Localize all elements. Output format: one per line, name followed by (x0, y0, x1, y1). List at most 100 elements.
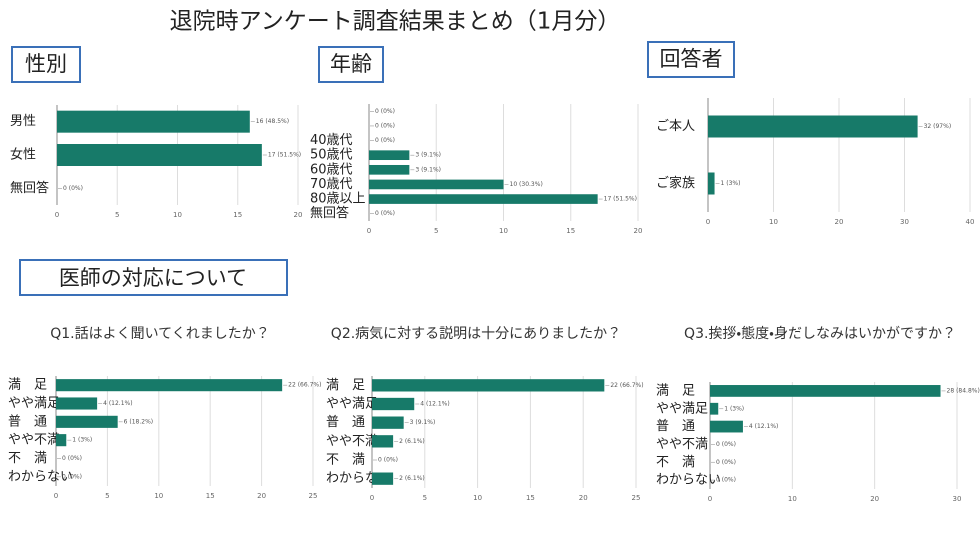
x-tick-label: 5 (115, 211, 119, 219)
category-label: やや満足 (8, 396, 60, 411)
value-label: 4 (12.1%) (103, 400, 132, 407)
bar (56, 415, 118, 428)
value-label: 3 (9.1%) (410, 419, 436, 426)
x-tick-label: 5 (434, 227, 438, 235)
value-label: 4 (12.1%) (749, 423, 778, 430)
x-tick-label: 10 (769, 218, 778, 226)
value-label: 2 (6.1%) (399, 475, 425, 482)
bar (372, 397, 415, 411)
bar (369, 179, 504, 190)
bar (710, 420, 743, 433)
chart-title: 回答者 (660, 47, 723, 71)
value-label: 10 (30.3%) (510, 181, 543, 188)
section-box (19, 259, 288, 296)
x-tick-label: 15 (526, 494, 535, 502)
category-label: 50歳代 (310, 148, 353, 163)
x-tick-label: 10 (154, 492, 163, 500)
x-tick-label: 10 (173, 211, 182, 219)
value-label: 0 (0%) (375, 108, 395, 115)
bar (710, 385, 941, 397)
bar (369, 150, 410, 161)
x-tick-label: 20 (835, 218, 844, 226)
value-label: 1 (3%) (721, 180, 741, 187)
x-tick-label: 25 (632, 494, 641, 502)
category-label: 不 満 (656, 455, 695, 470)
value-label: 3 (9.1%) (415, 166, 441, 173)
category-label: 80歳以上 (310, 192, 366, 207)
value-label: 16 (48.5%) (256, 118, 289, 125)
category-label: 普 通 (656, 419, 695, 434)
bar (57, 144, 262, 166)
value-label: 0 (0%) (375, 210, 395, 217)
bar (372, 435, 394, 448)
value-label: 4 (12.1%) (420, 401, 449, 408)
x-tick-label: 30 (953, 495, 962, 503)
x-tick-label: 20 (294, 211, 303, 219)
title-box (318, 46, 384, 83)
value-label: 0 (0%) (716, 459, 736, 466)
bar (372, 472, 394, 485)
bar (369, 194, 598, 204)
x-tick-label: 20 (634, 227, 643, 235)
category-label: 無回答 (10, 180, 49, 196)
category-label: やや不満 (8, 433, 60, 448)
x-tick-label: 0 (708, 495, 712, 503)
value-label: 0 (0%) (63, 185, 83, 192)
section-title: 医師の対応について (59, 266, 247, 290)
category-label: 無回答 (310, 205, 349, 221)
category-label: やや満足 (326, 397, 378, 412)
x-tick-label: 5 (105, 492, 109, 500)
value-label: 0 (0%) (716, 441, 736, 448)
value-label: 0 (0%) (378, 457, 398, 464)
category-label: 男性 (10, 114, 36, 129)
chart-title: 性別 (25, 52, 67, 76)
x-tick-label: 20 (579, 494, 588, 502)
value-label: 28 (84.8%) (947, 387, 980, 394)
x-tick-label: 0 (367, 227, 371, 235)
chart-title: Q3.挨拶・態度・身だしなみはいかがですか？ (684, 326, 956, 342)
category-label: やや不満 (326, 434, 378, 449)
bar (56, 434, 67, 447)
x-tick-label: 20 (870, 495, 879, 503)
value-label: 32 (97%) (924, 123, 952, 130)
x-tick-label: 5 (423, 494, 427, 502)
category-label: わからない (656, 473, 721, 488)
value-label: 3 (9.1%) (415, 152, 441, 159)
bar (710, 402, 719, 415)
bar (708, 172, 715, 195)
chart-title: Q1.話はよく聞いてくれましたか？ (50, 326, 270, 342)
bar (56, 397, 98, 410)
value-label: 0 (0%) (62, 455, 82, 462)
value-label: 17 (51.5%) (604, 196, 637, 203)
category-label: やや満足 (656, 401, 708, 416)
value-label: 22 (66.7%) (610, 382, 643, 389)
bar (372, 416, 404, 429)
category-label: 不 満 (8, 451, 47, 466)
value-label: 0 (0%) (716, 477, 736, 484)
x-tick-label: 10 (499, 227, 508, 235)
title-box (11, 46, 81, 83)
slide-title: 退院時アンケート調査結果まとめ（1月分） (170, 9, 621, 35)
x-tick-label: 0 (706, 218, 710, 226)
x-tick-label: 15 (566, 227, 575, 235)
x-tick-label: 30 (900, 218, 909, 226)
value-label: 22 (66.7%) (288, 382, 321, 389)
category-label: 普 通 (326, 415, 365, 430)
value-label: 0 (0%) (375, 122, 395, 129)
x-tick-label: 40 (966, 218, 975, 226)
title-box (647, 41, 735, 78)
bar (57, 110, 250, 133)
category-label: やや不満 (656, 437, 708, 452)
value-label: 0 (0%) (375, 137, 395, 144)
x-tick-label: 15 (233, 211, 242, 219)
bar (372, 379, 605, 392)
value-label: 1 (3%) (724, 405, 744, 412)
value-label: 17 (51.5%) (268, 152, 301, 159)
category-label: 普 通 (8, 414, 47, 429)
category-label: 70歳代 (310, 177, 353, 192)
category-label: 満 足 (8, 378, 47, 393)
bar (708, 115, 918, 138)
value-label: 0 (0%) (62, 473, 82, 480)
category-label: 満 足 (656, 383, 695, 398)
